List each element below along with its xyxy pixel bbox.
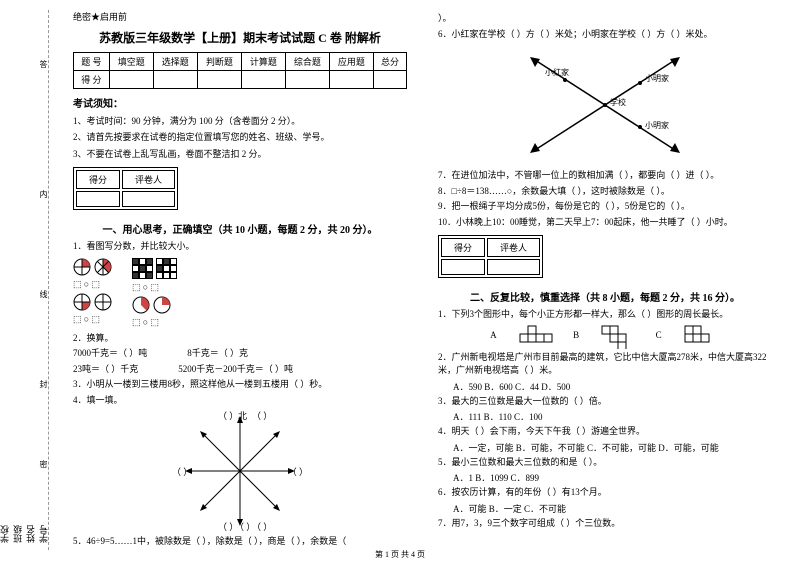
q8: 8．□÷8＝138……○，余数最大填（ ），这时被除数是（ ）。	[438, 185, 772, 199]
notice-1: 1、考试时间：90 分钟，满分为 100 分（含卷面分 2 分）。	[73, 114, 407, 128]
compass-se: （ ）	[252, 520, 272, 533]
p2q2-opts: A．590 B．600 C．44 D．500	[453, 380, 772, 393]
score-h2: 得 分	[74, 71, 110, 89]
q2: 2．换算。	[73, 332, 407, 346]
q2d: 5200千克－200千克＝（ ）吨	[178, 363, 293, 377]
q4: 4．填一填。	[73, 394, 407, 408]
side-label-xuehao: 学号	[37, 18, 50, 543]
scorebox-b: 评卷人	[122, 170, 175, 189]
bracket-row: ⬚ ○ ⬚	[73, 314, 112, 325]
x-label-2: 学校	[610, 97, 626, 108]
right-column: ）。 6．小红家在学校（ ）方（ ）米处；小明家在学校（ ）方（ ）米处。 小红…	[430, 10, 780, 551]
score-c4: 计算题	[241, 53, 285, 71]
p2q1-shapes: A B C	[438, 324, 772, 349]
compass-w: （ ）	[172, 465, 192, 478]
q3: 3．小明从一楼到三楼用8秒，照这样他从一楼到五楼用（ ）秒。	[73, 378, 407, 392]
score-box-1: 得分评卷人	[73, 167, 178, 210]
grid-group: ⬚ ○ ⬚ ⬚ ○ ⬚	[132, 258, 177, 328]
fraction-shapes: ⬚ ○ ⬚ ⬚ ○ ⬚ ⬚ ○ ⬚ ⬚ ○ ⬚	[73, 258, 407, 328]
circle-fraction-icon	[73, 293, 91, 311]
score-table: 题 号 填空题 选择题 判断题 计算题 综合题 应用题 总分 得 分	[73, 52, 407, 89]
notice-2: 2、请首先按要求在试卷的指定位置填写您的姓名、班级、学号。	[73, 130, 407, 144]
compass-north: 北	[238, 409, 247, 422]
x-label-1: 小红家	[545, 67, 569, 78]
q2c: 23吨＝（ ）千克	[73, 363, 138, 377]
q5: 5．46÷9=5……1中，被除数是（ ），除数是（ ），商是（ ），余数是（	[73, 535, 407, 549]
compass-diagram: （ ） 北 （ ） （ ） （ ） （ ） （ ） （ ）	[180, 411, 300, 531]
score-c3: 判断题	[197, 53, 241, 71]
q5-end: ）。	[438, 12, 772, 26]
score-c1: 填空题	[109, 53, 153, 71]
q2a: 7000千克＝（ ）吨	[73, 347, 147, 361]
score-h1: 题 号	[74, 53, 110, 71]
p2q2: 2．广州新电视塔是广州市目前最高的建筑，它比中信大厦高278米，中信大厦高322…	[438, 351, 772, 378]
page-wrapper: 学号 姓名 班级 学校 乡镇(街道) 绝密★启用前 苏教版三年级数学【上册】期末…	[0, 0, 800, 561]
grid-fraction-icon	[156, 258, 177, 279]
exam-title: 苏教版三年级数学【上册】期末考试试题 C 卷 附解析	[73, 29, 407, 46]
compass-nw: （ ）	[218, 409, 238, 422]
scorebox-a: 得分	[76, 170, 120, 189]
x-label-4: 小明家	[645, 120, 669, 131]
bracket-row: ⬚ ○ ⬚	[132, 317, 177, 328]
shape-b-label: B	[573, 329, 579, 343]
p2q4: 4．明天（ ）会下雨，今天下午我（ ）游遍全世界。	[438, 425, 772, 439]
q9: 9．把一根绳子平均分成5份，每份是它的（ ），5份是它的（ ）。	[438, 200, 772, 214]
q2b: 8千克＝（ ）克	[187, 347, 248, 361]
score-c5: 综合题	[285, 53, 329, 71]
p2q4-opts: A．一定，可能 B．可能，不可能 C．不可能，可能 D．可能，可能	[453, 441, 772, 454]
score-box-2: 得分评卷人	[438, 235, 543, 278]
x-label-3: 小明家	[645, 73, 669, 84]
q1: 1．看图写分数，并比较大小。	[73, 240, 407, 254]
circle-fraction-icon	[94, 293, 112, 311]
bracket-row: ⬚ ○ ⬚	[73, 279, 112, 290]
notice-3: 3、不要在试卷上乱写乱画，卷面不整洁扣 2 分。	[73, 147, 407, 161]
p2q7: 7．用7，3，9三个数字可组成（ ）个三位数。	[438, 517, 772, 531]
scorebox-a2: 得分	[441, 238, 485, 257]
x-diagram: 小红家 学校 小明家 小明家	[515, 45, 695, 165]
circle-group: ⬚ ○ ⬚ ⬚ ○ ⬚	[73, 258, 112, 328]
circle-fraction-icon	[153, 296, 171, 314]
shape-a-label: A	[490, 329, 497, 343]
q2-row2: 23吨＝（ ）千克 5200千克－200千克＝（ ）吨	[73, 363, 407, 377]
circle-fraction-icon	[132, 296, 150, 314]
p2q6: 6．按农历计算，有的年份（ ）有13个月。	[438, 486, 772, 500]
shape-a-icon	[515, 324, 555, 349]
shape-c-icon	[680, 324, 720, 349]
q6: 6．小红家在学校（ ）方（ ）米处；小明家在学校（ ）方（ ）米处。	[438, 28, 772, 42]
scorebox-b2: 评卷人	[487, 238, 540, 257]
p2q6-opts: A．可能 B．一定 C．不可能	[453, 502, 772, 515]
q7: 7．在进位加法中，不管哪一位上的数相加满（ ），都要向（ ）进（ ）。	[438, 169, 772, 183]
compass-e: （ ）	[288, 465, 308, 478]
notice-title: 考试须知：	[73, 95, 407, 110]
q10: 10．小林晚上10：00睡觉，第二天早上7：00起床，他一共睡了（ ）小时。	[438, 216, 772, 230]
score-c7: 总分	[373, 53, 406, 71]
p2q1: 1．下列3个图形中，每个小正方形都一样大，那么（ ）图形的周长最长。	[438, 308, 772, 322]
grid-fraction-icon	[132, 258, 153, 279]
score-c2: 选择题	[153, 53, 197, 71]
side-label-xuexiao: 学校	[0, 18, 11, 543]
score-blank	[109, 71, 153, 89]
circle-fraction-icon	[94, 258, 112, 276]
p2q3: 3．最大的三位数是最大一位数的（ ）倍。	[438, 395, 772, 409]
part1-title: 一、用心思考，正确填空（共 10 小题，每题 2 分，共 20 分）。	[73, 221, 407, 236]
q2-row1: 7000千克＝（ ）吨 8千克＝（ ）克	[73, 347, 407, 361]
side-label-xingming: 姓名	[24, 18, 37, 543]
circle-fraction-icon	[73, 258, 91, 276]
compass-ne: （ ）	[252, 409, 272, 422]
confidential-mark: 绝密★启用前	[73, 10, 407, 23]
p2q3-opts: A．111 B．110 C．100	[453, 410, 772, 423]
bracket-row: ⬚ ○ ⬚	[132, 282, 177, 293]
left-column: 绝密★启用前 苏教版三年级数学【上册】期末考试试题 C 卷 附解析 题 号 填空…	[65, 10, 415, 551]
page-footer: 第 1 页 共 4 页	[0, 549, 800, 560]
part2-title: 二、反复比较，慎重选择（共 8 小题，每题 2 分，共 16 分）。	[438, 289, 772, 304]
score-c6: 应用题	[329, 53, 373, 71]
p2q5: 5．最小三位数和最大三位数的和是（ ）。	[438, 456, 772, 470]
shape-c-label: C	[656, 329, 662, 343]
shape-b-icon	[597, 324, 637, 349]
side-label-banji: 班级	[11, 18, 24, 543]
side-labels: 学号 姓名 班级 学校 乡镇(街道)	[20, 10, 50, 551]
p2q5-opts: A．1 B．1099 C．899	[453, 471, 772, 484]
